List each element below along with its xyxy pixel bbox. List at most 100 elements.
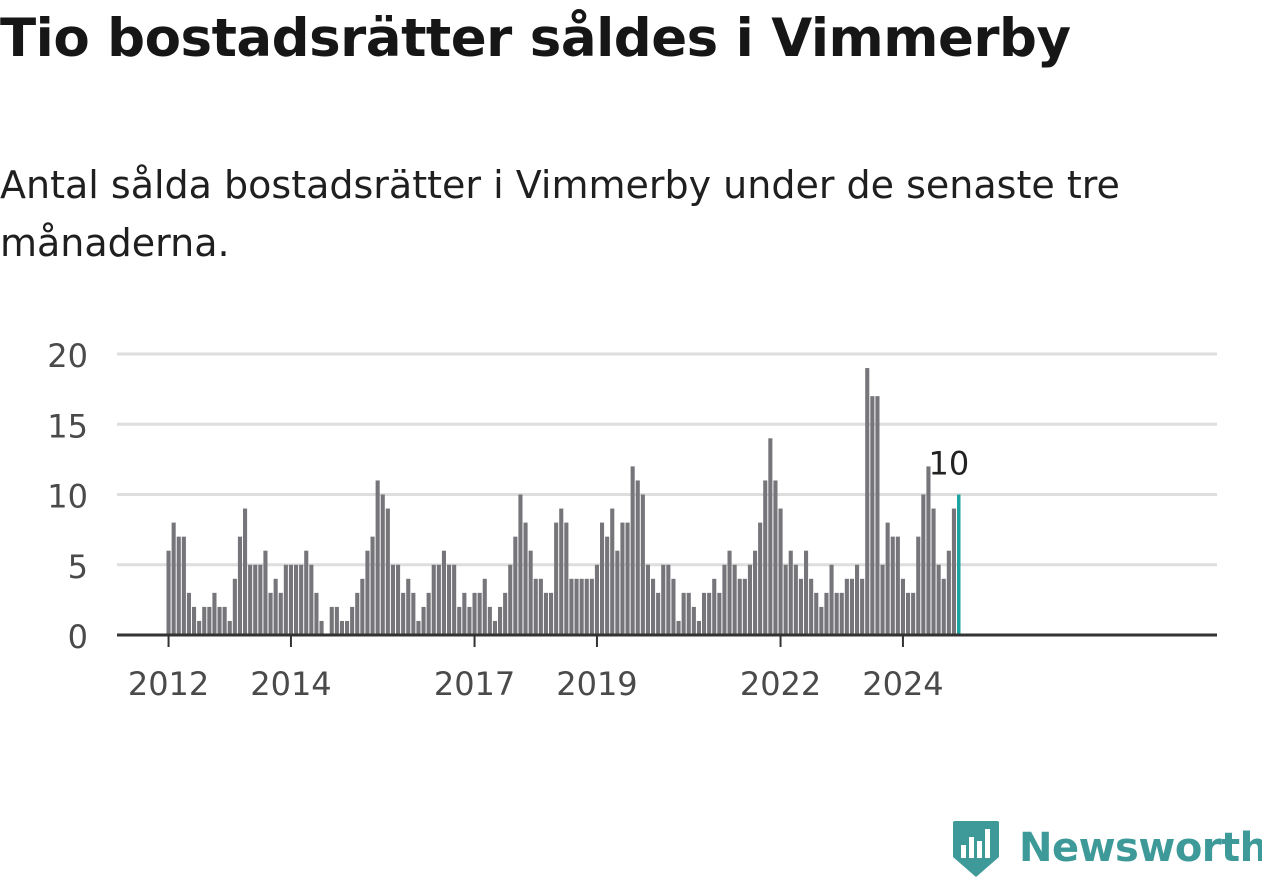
bar [605, 536, 610, 635]
bar [941, 578, 946, 635]
bar [630, 466, 635, 635]
bar [880, 564, 885, 635]
bar [472, 592, 477, 635]
bar [416, 620, 421, 635]
bar [166, 550, 171, 635]
bar [834, 592, 839, 635]
bar [951, 508, 956, 635]
bar [554, 522, 559, 635]
bar [661, 564, 666, 635]
bar [702, 592, 707, 635]
bar [431, 564, 436, 635]
bar [294, 564, 299, 635]
bar [844, 578, 849, 635]
bar [243, 508, 248, 635]
bar [651, 578, 656, 635]
bar [482, 578, 487, 635]
bar [452, 564, 457, 635]
bar [569, 578, 574, 635]
bar [564, 522, 569, 635]
bar [278, 592, 283, 635]
bar [589, 578, 594, 635]
newsworthy-logo-icon [953, 821, 999, 877]
bar [870, 396, 875, 635]
bar [707, 592, 712, 635]
chart-title: Tio bostadsrätter såldes i Vimmerby [0, 8, 1071, 69]
bar [768, 438, 773, 635]
bar [212, 592, 217, 635]
bar [181, 536, 186, 635]
bar [396, 564, 401, 635]
bar [722, 564, 727, 635]
y-tick-label: 10 [47, 478, 88, 516]
x-tick-label: 2019 [556, 665, 637, 703]
bar [610, 508, 615, 635]
bar [763, 480, 768, 635]
bar [248, 564, 253, 635]
bar [814, 592, 819, 635]
bar [217, 606, 222, 635]
bar [487, 606, 492, 635]
bar [906, 592, 911, 635]
bar [839, 592, 844, 635]
bar [742, 578, 747, 635]
bar [656, 592, 661, 635]
bar [686, 592, 691, 635]
y-tick-label: 20 [47, 337, 88, 375]
bar [635, 480, 640, 635]
bar [926, 466, 931, 635]
bar [921, 494, 926, 635]
bar [574, 578, 579, 635]
bar [421, 606, 426, 635]
bar [594, 564, 599, 635]
bar [860, 578, 865, 635]
bar [498, 606, 503, 635]
bar [895, 536, 900, 635]
bars [166, 368, 961, 635]
bar [691, 606, 696, 635]
bar [207, 606, 212, 635]
bar [559, 508, 564, 635]
bar [543, 592, 548, 635]
bar [436, 564, 441, 635]
bar [508, 564, 513, 635]
bar [503, 592, 508, 635]
x-tick-label: 2012 [128, 665, 209, 703]
bar [171, 522, 176, 635]
bar [467, 606, 472, 635]
bar [350, 606, 355, 635]
bar [365, 550, 370, 635]
bar [819, 606, 824, 635]
bar [462, 592, 467, 635]
latest-value-label: 10 [928, 445, 969, 483]
bar [645, 564, 650, 635]
y-axis-tick-labels: 0 5 10 15 20 [47, 337, 88, 656]
bar [696, 620, 701, 635]
bar [533, 578, 538, 635]
bar [747, 564, 752, 635]
x-tick-label: 2024 [862, 665, 943, 703]
bar [829, 564, 834, 635]
bar [360, 578, 365, 635]
bar [875, 396, 880, 635]
bar [232, 578, 237, 635]
bar [916, 536, 921, 635]
bar [712, 578, 717, 635]
bar [309, 564, 314, 635]
bar [518, 494, 523, 635]
bar [849, 578, 854, 635]
bar [600, 522, 605, 635]
bar [299, 564, 304, 635]
bar [793, 564, 798, 635]
bar [615, 550, 620, 635]
bar [513, 536, 518, 635]
bar [773, 480, 778, 635]
newsworthy-brand[interactable]: Newsworthy [951, 817, 1262, 879]
bar [890, 536, 895, 635]
bar [401, 592, 406, 635]
bar [197, 620, 202, 635]
bar [385, 508, 390, 635]
bar [345, 620, 350, 635]
bar [931, 508, 936, 635]
bar [380, 494, 385, 635]
